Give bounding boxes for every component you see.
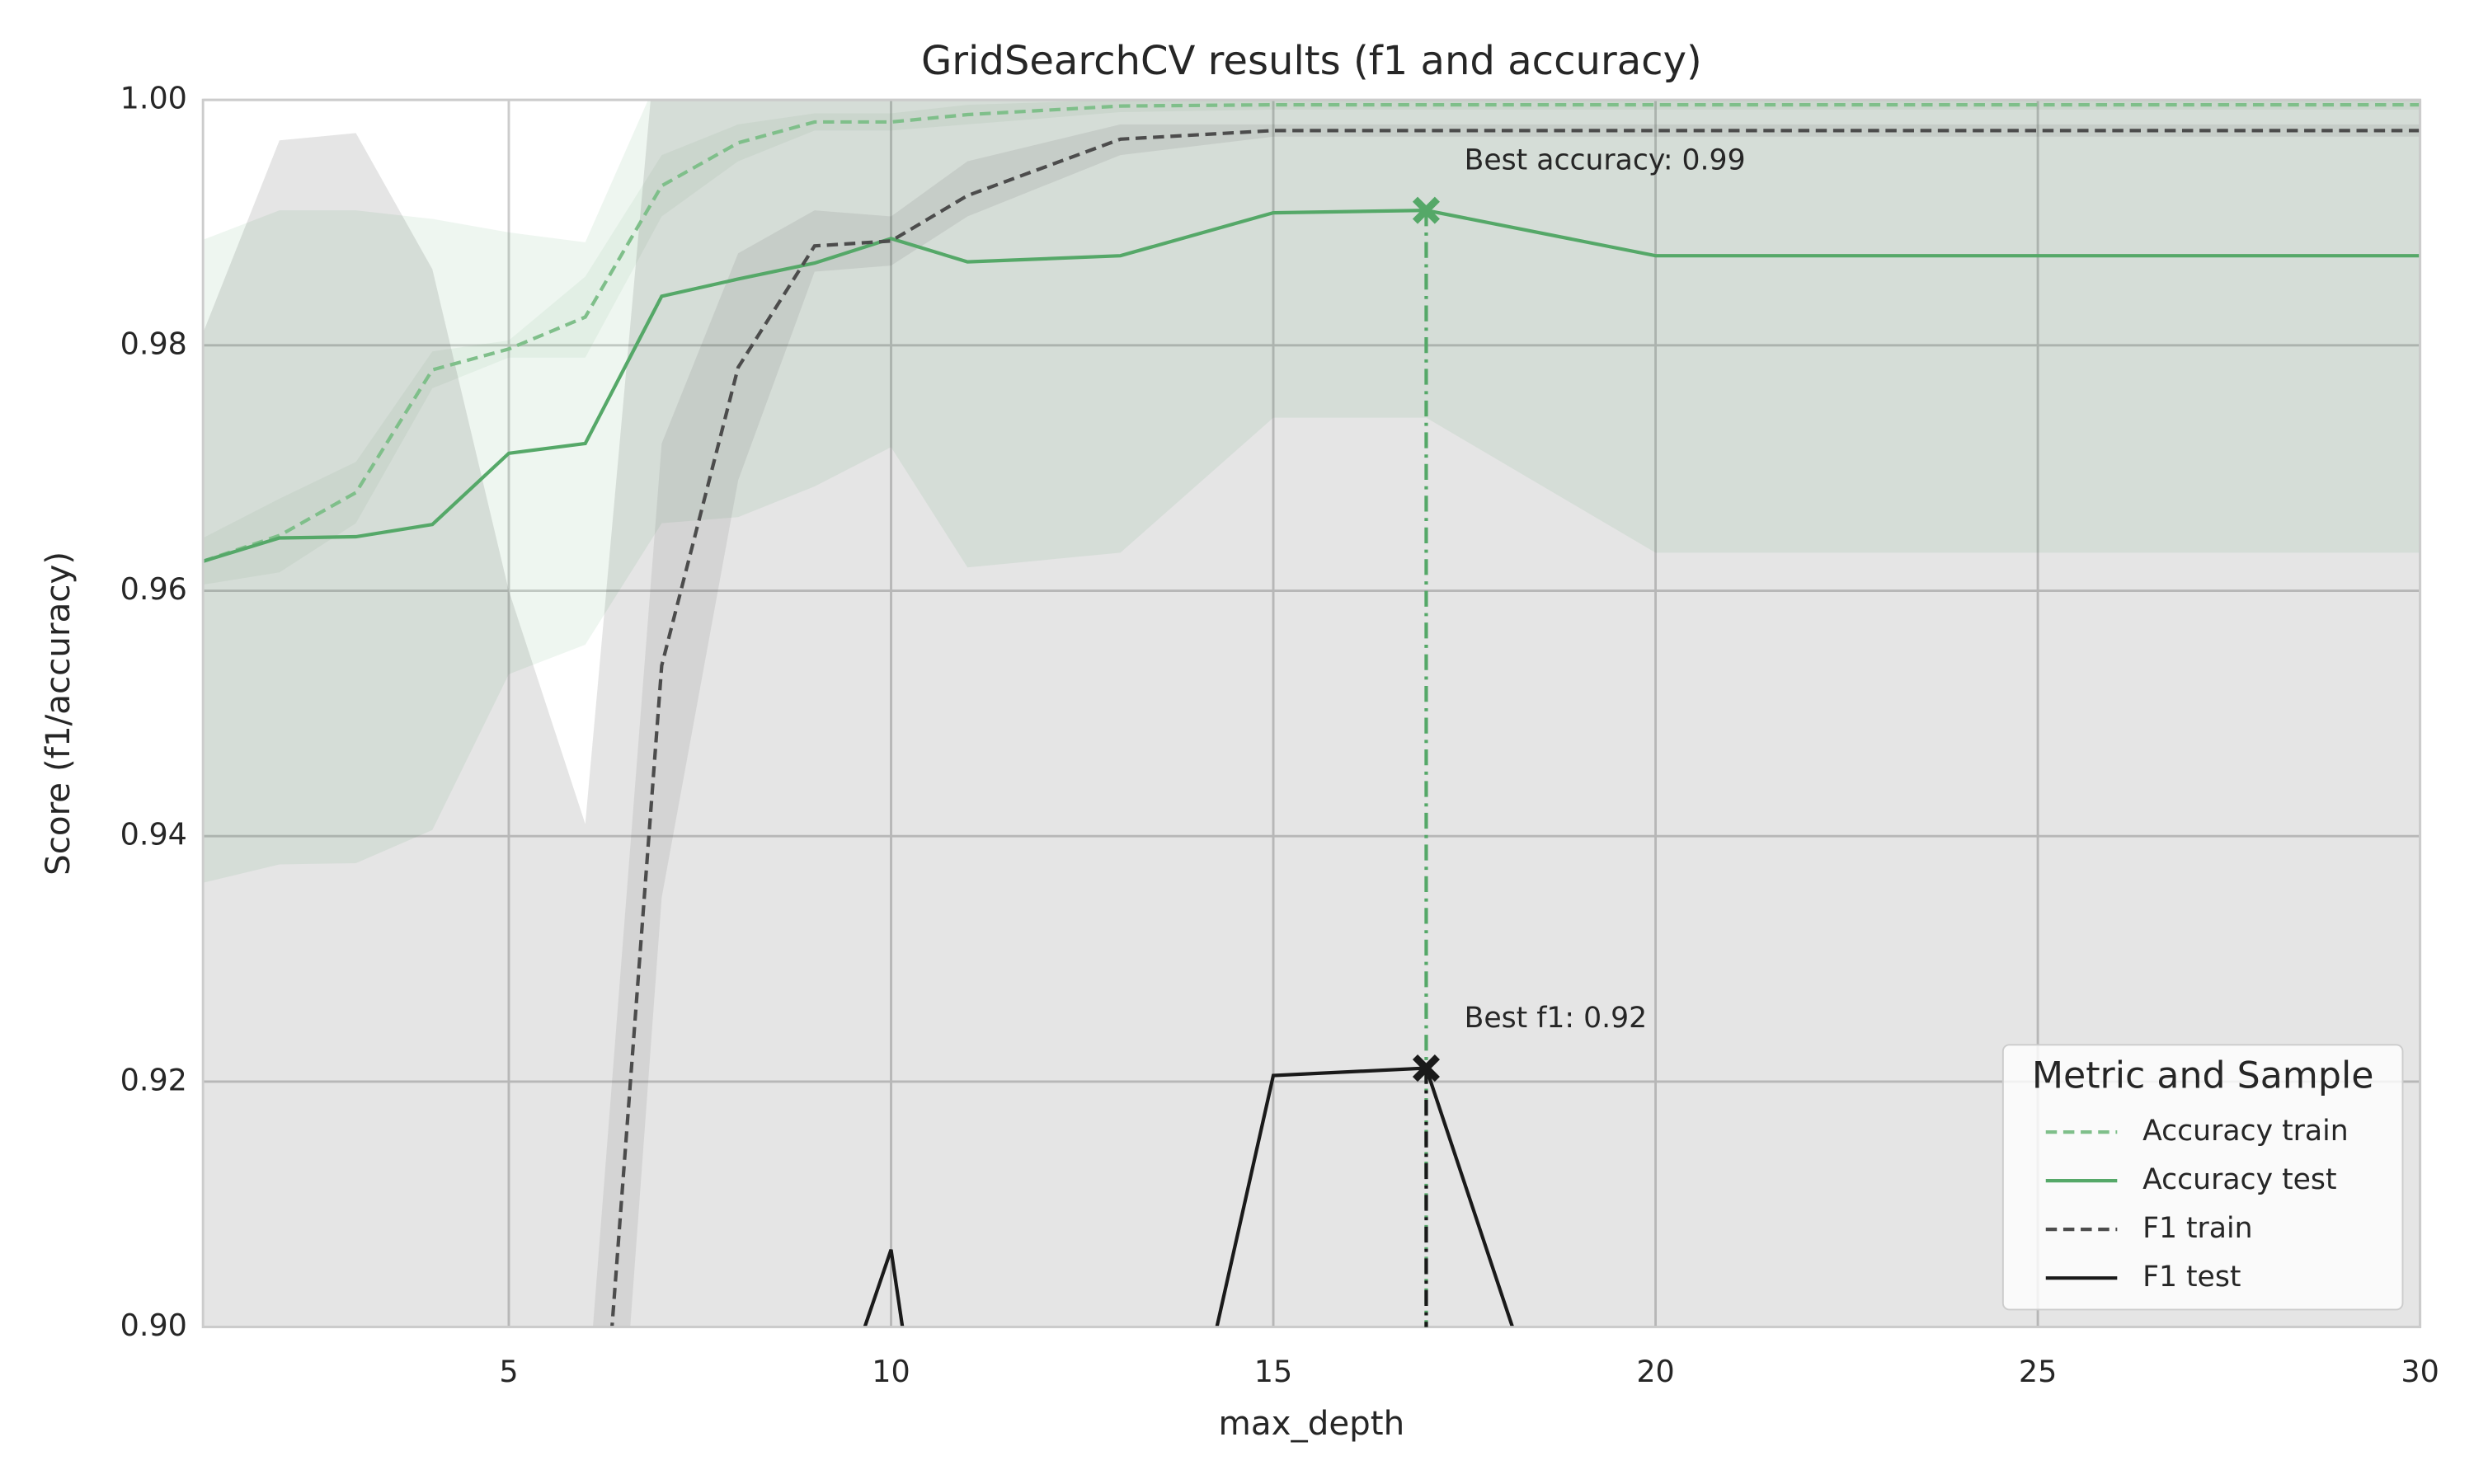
chart-title: GridSearchCV results (f1 and accuracy) <box>921 38 1702 84</box>
band <box>203 100 2420 883</box>
x-tick-label: 20 <box>1636 1354 1674 1389</box>
y-tick-label: 0.94 <box>120 817 187 852</box>
legend-title: Metric and Sample <box>2032 1055 2374 1097</box>
y-tick-label: 0.98 <box>120 326 187 361</box>
y-tick-label: 0.90 <box>120 1308 187 1343</box>
bands <box>203 100 2420 1327</box>
annotations: Best accuracy: 0.99 Best f1: 0.92 <box>1412 144 1746 1327</box>
y-tick-label: 1.00 <box>120 81 187 116</box>
annotation-text: Best accuracy: 0.99 <box>1465 144 1746 177</box>
legend-box <box>2001 1044 2404 1311</box>
best-marker <box>1412 196 1440 224</box>
annotation-text: Best f1: 0.92 <box>1465 1002 1648 1035</box>
legend-label: F1 test <box>2142 1261 2241 1294</box>
legend-label: F1 train <box>2142 1212 2253 1245</box>
x-tick-label: 15 <box>1254 1354 1292 1389</box>
series-line <box>203 208 2420 563</box>
x-tick-label: 10 <box>872 1354 910 1389</box>
plot-frame <box>201 98 2422 1329</box>
y-axis-label: Score (f1/accuracy) <box>39 552 78 876</box>
band <box>203 100 2420 1327</box>
lines <box>203 102 2420 1327</box>
x-tick-label: 25 <box>2019 1354 2057 1389</box>
ticks: 5 10 15 20 25 30 0.90 0.92 0.94 0.96 0.98 1.00 <box>120 81 2439 1389</box>
y-tick-label: 0.96 <box>120 571 187 607</box>
x-axis-label: max_depth <box>1219 1404 1405 1443</box>
y-tick-label: 0.92 <box>120 1062 187 1097</box>
best-marker <box>1412 1054 1440 1082</box>
series-line <box>203 102 2420 563</box>
legend-label: Accuracy test <box>2142 1163 2336 1196</box>
legend-label: Accuracy train <box>2142 1115 2349 1148</box>
x-tick-label: 5 <box>499 1354 518 1389</box>
x-tick-label: 30 <box>2401 1354 2439 1389</box>
band <box>592 124 2420 1327</box>
legend: Metric and Sample Accuracy train Accuracy… <box>2001 1044 2404 1311</box>
series-line <box>863 1066 1515 1327</box>
series-line <box>609 129 2420 1327</box>
